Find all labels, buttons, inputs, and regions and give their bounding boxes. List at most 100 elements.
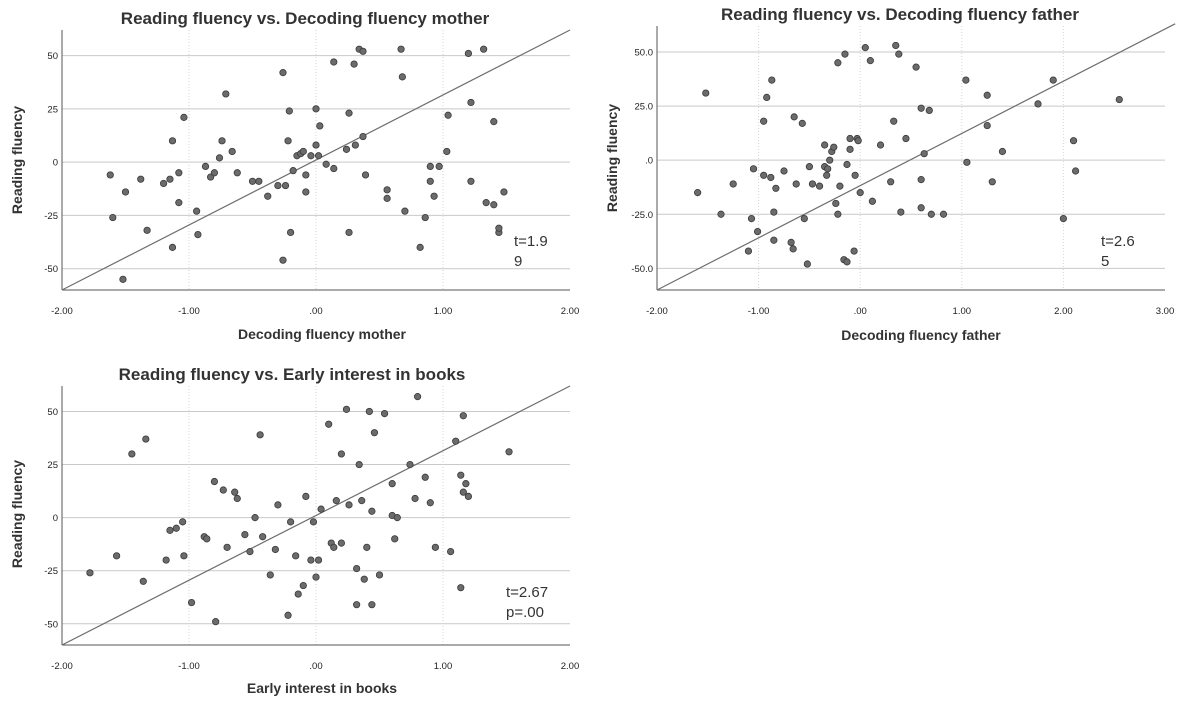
chart-books-data-point: [166, 526, 174, 534]
chart-books-x-tick-label: -1.00: [178, 661, 200, 672]
chart-mother-data-point: [168, 243, 177, 251]
chart-mother-title: Reading fluency vs. Decoding fluency mot…: [121, 9, 490, 28]
chart-mother-data-point: [495, 224, 503, 232]
chart-mother-data-point: [194, 230, 202, 239]
chart-mother-data-point: [430, 192, 438, 200]
chart-books-data-point: [452, 437, 460, 445]
chart-books-data-point: [307, 556, 315, 564]
chart-mother-data-point: [109, 213, 117, 222]
chart-mother-data-point: [106, 171, 114, 179]
chart-father-data-point: [830, 143, 838, 151]
chart-books-data-point: [330, 543, 338, 551]
chart-books-data-point: [284, 611, 292, 619]
chart-mother-data-point: [401, 207, 409, 215]
chart-father-annotation-line-1: t=2.6: [1101, 233, 1135, 250]
chart-mother-data-point: [299, 147, 307, 156]
chart-father-data-point: [843, 258, 851, 266]
chart-mother-data-point: [359, 47, 367, 55]
chart-mother-data-point: [302, 171, 310, 179]
chart-father-data-point: [1049, 76, 1057, 84]
chart-books-y-tick-label: 50: [47, 407, 58, 418]
chart-books-y-tick-label: -50: [44, 619, 58, 630]
chart-mother-x-axis-label: Decoding fluency mother: [238, 326, 407, 342]
chart-books-data-point: [388, 480, 396, 488]
chart-mother-annotation-line-2: 9: [514, 253, 522, 270]
chart-mother-data-point: [480, 45, 488, 53]
chart-father-data-point: [821, 141, 829, 149]
chart-father-data-point: [856, 189, 864, 197]
chart-mother-data-point: [222, 90, 230, 98]
chart-father-data-point: [983, 91, 991, 99]
chart-mother-data-point: [359, 132, 367, 141]
chart-books-data-point: [337, 539, 345, 547]
chart-father-data-point: [988, 178, 996, 186]
chart-mother-data-point: [421, 213, 429, 222]
chart-father-data-point: [753, 227, 762, 236]
chart-father-data-point: [760, 171, 768, 179]
chart-father-y-tick-label: 50.0: [635, 47, 654, 58]
chart-mother-data-point: [443, 147, 451, 156]
chart-mother-data-point: [248, 177, 257, 185]
chart-mother-data-point: [193, 207, 201, 215]
chart-father-data-point: [729, 180, 737, 188]
chart-father-y-tick-label: -50.0: [631, 264, 653, 275]
chart-books-data-point: [139, 577, 147, 585]
chart-mother-data-point: [228, 147, 236, 156]
chart-father-x-tick-label: 2.00: [1054, 306, 1073, 317]
chart-father-data-point: [800, 214, 808, 223]
chart-books-data-point: [426, 499, 434, 507]
chart-books-data-point: [365, 407, 373, 416]
chart-mother-data-point: [426, 177, 434, 185]
chart-mother-data-point: [175, 169, 183, 177]
chart-father-y-axis-label: Reading fluency: [604, 104, 620, 212]
chart-books-data-point: [180, 552, 188, 560]
chart-mother-data-point: [289, 167, 297, 175]
chart-father-data-point: [927, 210, 935, 218]
chart-mother-x-tick-label: -1.00: [178, 306, 200, 317]
chart-father-data-point: [846, 134, 854, 143]
chart-father-data-point: [749, 165, 758, 173]
chart-mother-data-point: [351, 141, 359, 149]
chart-mother-data-point: [464, 49, 472, 58]
chart-books-data-point: [251, 514, 259, 522]
chart-father-data-point: [850, 247, 858, 255]
chart-books-x-tick-label: .00: [309, 661, 322, 672]
chart-books-data-point: [113, 552, 121, 560]
chart-father-data-point: [768, 76, 776, 84]
chart-father-x-tick-label: 3.00: [1156, 306, 1175, 317]
chart-mother-y-tick-label: -50: [44, 264, 58, 275]
chart-father-data-point: [917, 104, 925, 112]
chart-mother-data-point: [467, 177, 475, 185]
chart-mother-data-point: [342, 145, 351, 153]
chart-mother-fit-line: [61, 29, 571, 291]
chart-books-y-axis-label: Reading fluency: [9, 460, 25, 568]
chart-mother-data-point: [312, 105, 320, 113]
chart-mother-data-point: [180, 113, 188, 121]
chart-books-data-point: [368, 601, 376, 609]
chart-books-data-point: [375, 571, 384, 579]
chart-mother-x-tick-label: 1.00: [434, 306, 453, 317]
chart-mother-data-point: [490, 118, 498, 126]
chart-books-data-point: [380, 409, 389, 418]
chart-father-data-point: [808, 180, 817, 188]
chart-books-data-point: [212, 618, 220, 626]
chart-father-data-point: [792, 180, 800, 188]
chart-mother-data-point: [444, 111, 452, 119]
chart-books-x-axis-label: Early interest in books: [247, 680, 397, 696]
chart-father-data-point: [892, 41, 900, 50]
chart-mother-data-point: [281, 181, 290, 190]
chart-books-data-point: [457, 471, 465, 479]
chart-father-data-point: [895, 50, 903, 58]
chart-books-data-point: [337, 450, 345, 458]
chart-mother-data-point: [119, 275, 127, 283]
chart-father-data-point: [780, 167, 788, 175]
chart-mother-data-point: [274, 181, 282, 190]
chart-books-data-point: [172, 524, 180, 532]
chart-books-data-point: [312, 573, 320, 581]
chart-father-data-point: [770, 236, 778, 244]
chart-father-data-point: [789, 245, 797, 253]
chart-father-x-tick-label: -2.00: [646, 306, 668, 317]
chart-father-data-point: [747, 214, 756, 223]
chart-books-data-point: [370, 429, 379, 437]
chart-father-data-point: [834, 210, 842, 218]
